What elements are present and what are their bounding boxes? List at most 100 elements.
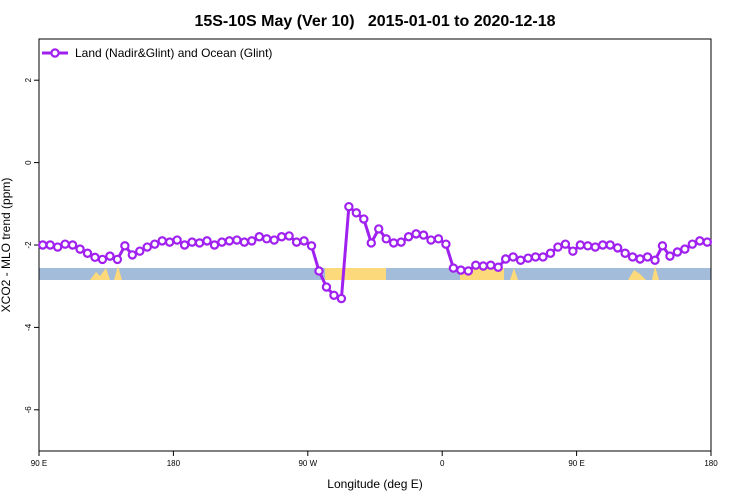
data-point bbox=[575, 240, 586, 250]
data-point bbox=[508, 252, 518, 262]
data-point bbox=[500, 254, 511, 264]
data-point bbox=[657, 241, 668, 251]
data-point bbox=[612, 243, 623, 253]
data-point bbox=[209, 240, 220, 250]
data-point bbox=[38, 240, 48, 250]
data-point bbox=[127, 250, 138, 260]
x-tick-label: 90 W bbox=[298, 459, 317, 468]
land-band bbox=[628, 270, 646, 280]
data-point bbox=[90, 252, 100, 263]
data-point bbox=[381, 234, 391, 244]
data-point bbox=[553, 242, 563, 252]
data-point bbox=[67, 240, 78, 250]
data-point bbox=[605, 240, 615, 250]
x-tick-label: 0 bbox=[440, 459, 445, 468]
x-tick-label: 90 E bbox=[31, 459, 47, 468]
y-tick-label: -4 bbox=[24, 323, 33, 331]
data-point bbox=[478, 261, 488, 271]
data-point bbox=[642, 252, 653, 262]
chart-title: 15S-10S May (Ver 10) 2015-01-01 to 2020-… bbox=[194, 13, 555, 30]
data-point bbox=[299, 236, 309, 246]
land-ocean-band bbox=[39, 266, 711, 280]
data-point bbox=[620, 248, 630, 258]
data-point bbox=[82, 248, 93, 258]
data-point bbox=[366, 238, 376, 248]
data-point bbox=[583, 241, 593, 251]
data-point bbox=[418, 230, 429, 240]
legend-label: Land (Nadir&Glint) and Ocean (Glint) bbox=[75, 46, 272, 60]
data-point bbox=[523, 253, 533, 263]
data-point bbox=[232, 235, 242, 245]
x-tick-label: 180 bbox=[704, 459, 718, 468]
data-point bbox=[545, 248, 556, 258]
data-point bbox=[247, 236, 257, 246]
data-point bbox=[269, 235, 279, 245]
data-point bbox=[590, 242, 600, 252]
data-point bbox=[680, 244, 690, 254]
data-point bbox=[359, 214, 369, 224]
data-point bbox=[135, 246, 145, 256]
data-point bbox=[254, 232, 264, 242]
data-point bbox=[336, 293, 347, 304]
data-point bbox=[515, 255, 526, 265]
data-point bbox=[172, 235, 182, 245]
data-point bbox=[493, 262, 503, 272]
data-point bbox=[306, 241, 317, 251]
data-point bbox=[224, 236, 235, 246]
data-point bbox=[538, 252, 548, 262]
data-point bbox=[426, 235, 436, 245]
data-point bbox=[344, 201, 354, 212]
data-point bbox=[150, 239, 160, 249]
data-point bbox=[665, 251, 675, 261]
data-point bbox=[598, 240, 608, 250]
data-point bbox=[97, 254, 108, 265]
data-point bbox=[627, 252, 638, 262]
data-point bbox=[321, 282, 332, 292]
data-point bbox=[45, 240, 55, 250]
legend-marker bbox=[50, 48, 60, 58]
data-point bbox=[650, 255, 660, 265]
data-point bbox=[672, 247, 683, 257]
land-band bbox=[114, 266, 122, 280]
data-point bbox=[695, 236, 705, 246]
data-point bbox=[314, 266, 324, 276]
data-point bbox=[262, 234, 272, 244]
data-point bbox=[560, 239, 571, 249]
y-tick-label: -2 bbox=[24, 241, 33, 249]
data-point bbox=[471, 260, 481, 270]
data-point bbox=[187, 237, 197, 247]
data-point bbox=[52, 242, 63, 252]
y-tick-label: 0 bbox=[24, 160, 33, 165]
data-point bbox=[105, 251, 115, 261]
data-point bbox=[687, 239, 698, 249]
data-point bbox=[396, 237, 406, 247]
data-point bbox=[112, 254, 123, 265]
y-axis-label: XCO2 - MLO trend (ppm) bbox=[0, 178, 13, 313]
data-point bbox=[486, 260, 496, 270]
data-point bbox=[433, 234, 444, 244]
data-point bbox=[635, 254, 645, 264]
data-point bbox=[411, 229, 421, 239]
data-point bbox=[441, 239, 451, 249]
legend-item: Land (Nadir&Glint) and Ocean (Glint) bbox=[42, 46, 272, 60]
data-point bbox=[456, 265, 466, 275]
data-point bbox=[351, 208, 362, 218]
land-band bbox=[90, 268, 110, 280]
data-point bbox=[374, 224, 384, 234]
data-point bbox=[120, 241, 130, 251]
data-point bbox=[60, 239, 70, 249]
data-point bbox=[329, 290, 339, 300]
y-tick-label: -6 bbox=[24, 406, 33, 414]
data-point bbox=[276, 232, 287, 242]
land-band bbox=[510, 268, 518, 280]
data-point bbox=[284, 231, 294, 241]
x-tick-label: 180 bbox=[167, 459, 181, 468]
data-point bbox=[75, 244, 85, 254]
data-point bbox=[179, 240, 190, 250]
land-band bbox=[652, 266, 659, 280]
y-tick-label: 2 bbox=[24, 77, 33, 82]
data-point bbox=[217, 237, 227, 247]
data-point bbox=[239, 237, 250, 247]
